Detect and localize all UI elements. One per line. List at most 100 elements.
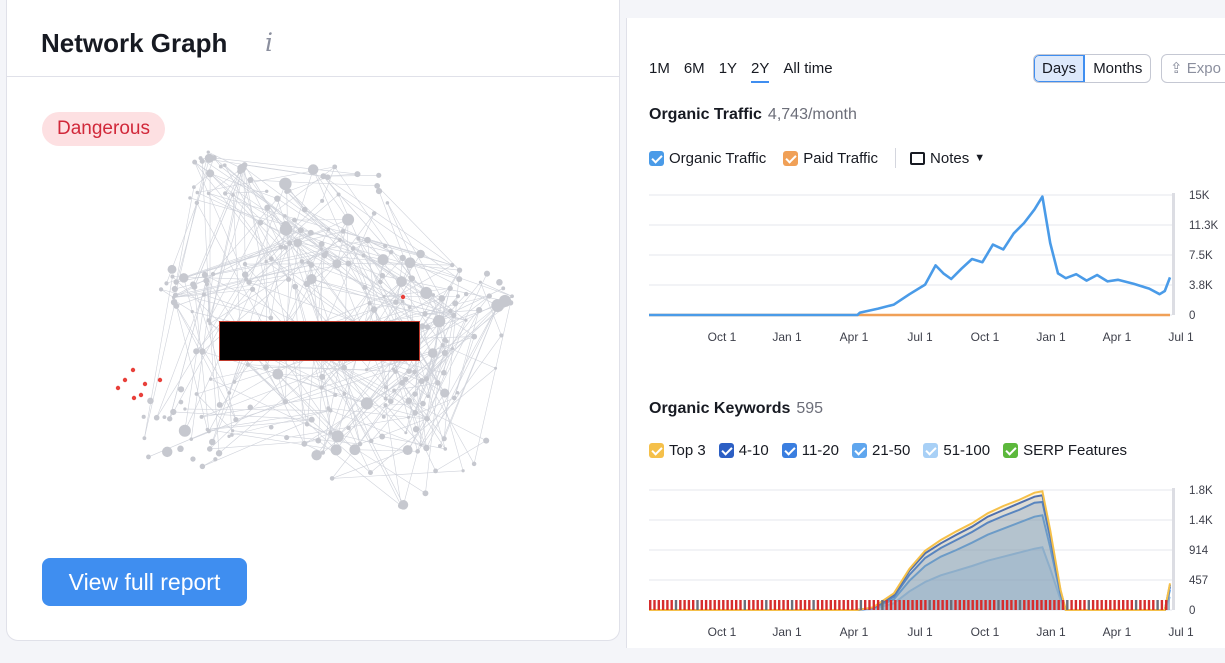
graph-node [324, 250, 329, 255]
graph-node [171, 285, 178, 293]
graph-node [141, 414, 146, 419]
graph-edge [208, 222, 261, 321]
serp-marker [1044, 600, 1047, 610]
graph-node [167, 416, 173, 422]
graph-edge [395, 278, 413, 303]
graph-edge [224, 193, 289, 280]
graph-node [211, 155, 217, 161]
graph-node [142, 436, 147, 441]
period-2y[interactable]: 2Y [751, 60, 770, 83]
x-tick-label: Jan 1 [772, 330, 802, 344]
graph-node [188, 196, 192, 200]
graph-node [304, 421, 310, 427]
export-button[interactable]: ⇪ Expo [1161, 54, 1225, 83]
graph-node-flagged [142, 381, 148, 387]
graph-edge [454, 309, 480, 399]
legend-11-20[interactable]: 11-20 [781, 442, 839, 459]
graph-edge [196, 393, 233, 431]
graph-edge [427, 273, 488, 397]
serp-marker [958, 600, 961, 610]
graph-node [307, 164, 319, 175]
legend-serp-features[interactable]: SERP Features [1003, 442, 1127, 459]
period-1m[interactable]: 1M [649, 60, 670, 77]
legend-label: Paid Traffic [803, 149, 879, 167]
graph-node [412, 426, 420, 433]
graph-edge [265, 367, 305, 444]
organic-keywords-chart[interactable]: 1.8K 1.4K 914 457 0 Oct 1 Jan 1 Apr 1 Jul 1 Oct 1… [627, 478, 1225, 648]
legend-organic-traffic[interactable]: Organic Traffic [649, 150, 766, 167]
scrollbar-track [1172, 193, 1175, 315]
graph-node [341, 364, 347, 371]
legend-paid-traffic[interactable]: Paid Traffic [783, 150, 878, 167]
card-header: Network Graph i [7, 0, 619, 77]
period-1y[interactable]: 1Y [718, 60, 738, 77]
graph-node [406, 415, 410, 419]
graph-node [483, 437, 490, 444]
granularity-toggle: Days Months [1033, 54, 1152, 83]
x-tick-label: Oct 1 [708, 625, 737, 639]
serp-marker [911, 600, 914, 610]
graph-edge [348, 263, 453, 266]
graph-node [427, 348, 438, 358]
graph-node [337, 237, 343, 243]
graph-edge [192, 171, 241, 285]
graph-edge [277, 373, 323, 378]
serp-marker [962, 600, 966, 610]
notes-icon [910, 151, 926, 165]
graph-node [333, 393, 338, 398]
graph-node [247, 177, 254, 183]
graph-node [324, 174, 331, 180]
serp-marker [954, 600, 957, 610]
legend-top-3[interactable]: Top 3 [649, 442, 706, 459]
serp-marker [997, 600, 1000, 610]
legend-51-100[interactable]: 51-100 [923, 442, 990, 459]
days-button[interactable]: Days [1034, 55, 1086, 82]
notes-dropdown[interactable]: Notes ▼ [910, 150, 985, 167]
graph-edge [209, 440, 319, 450]
legend-4-10[interactable]: 4-10 [718, 442, 769, 459]
graph-node [190, 281, 197, 288]
scrollbar-track [1172, 488, 1175, 610]
graph-node [328, 408, 333, 413]
months-button[interactable]: Months [1093, 60, 1143, 77]
serp-marker [795, 600, 798, 610]
serp-marker [670, 600, 673, 610]
graph-edge [454, 336, 475, 399]
period-all-time[interactable]: All time [783, 60, 833, 77]
graph-edge [144, 300, 176, 439]
info-icon[interactable]: i [265, 28, 273, 57]
graph-edge [209, 173, 282, 248]
view-full-report-button[interactable]: View full report [42, 558, 247, 606]
graph-node [308, 416, 315, 423]
serp-marker [1156, 600, 1159, 610]
graph-edge [207, 410, 331, 430]
graph-edge [229, 242, 290, 393]
legend-21-50[interactable]: 21-50 [852, 442, 910, 459]
serp-marker [838, 600, 841, 610]
graph-node [170, 274, 175, 279]
graph-node [178, 424, 191, 437]
period-6m[interactable]: 6M [683, 60, 705, 77]
serp-marker [786, 600, 789, 610]
graph-node [486, 293, 492, 299]
graph-node [499, 333, 504, 338]
graph-node [208, 321, 212, 326]
graph-node [301, 206, 308, 213]
serp-marker [666, 600, 669, 610]
graph-edge [425, 382, 439, 494]
graph-edge [201, 394, 336, 418]
serp-marker [722, 600, 725, 610]
serp-marker [816, 600, 820, 610]
graph-edge [385, 405, 402, 506]
graph-edge [229, 392, 233, 436]
serp-marker [1057, 600, 1060, 610]
serp-marker [945, 600, 949, 610]
serp-marker [1134, 600, 1138, 610]
graph-edge [207, 419, 312, 430]
serp-marker [803, 600, 807, 610]
organic-traffic-chart[interactable]: 15K 11.3K 7.5K 3.8K 0 Oct 1 Jan 1 Apr 1 Jul 1 Oct… [627, 183, 1225, 353]
graph-node [307, 229, 314, 236]
serp-marker [859, 600, 863, 610]
serp-marker [1040, 600, 1043, 610]
serp-marker [1152, 600, 1155, 610]
